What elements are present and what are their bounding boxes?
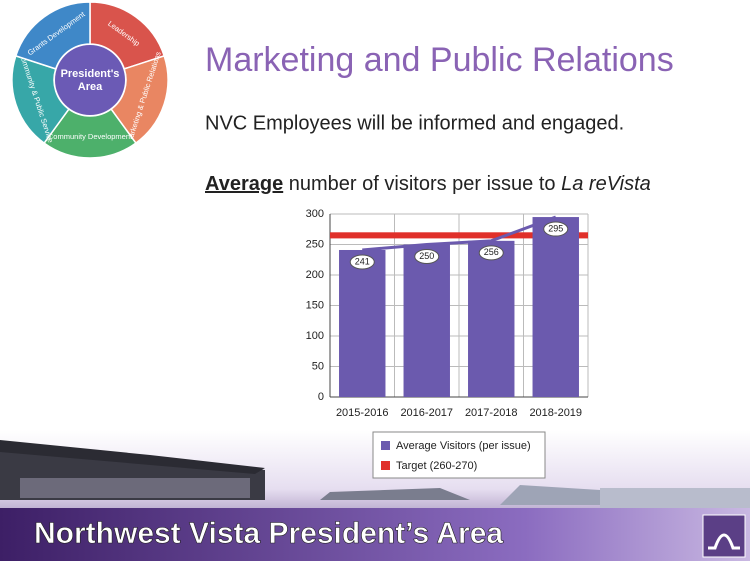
value-label: 250 bbox=[419, 251, 434, 261]
logo-mark bbox=[708, 533, 740, 550]
building-windows bbox=[20, 478, 250, 498]
x-tick-label: 2017-2018 bbox=[465, 407, 518, 419]
legend-swatch bbox=[381, 441, 390, 450]
diagram-center-label: President's bbox=[61, 68, 120, 80]
diagram-center bbox=[55, 45, 125, 115]
value-label-bubble bbox=[349, 254, 375, 270]
y-tick-label: 50 bbox=[312, 360, 324, 372]
legend-swatch bbox=[381, 461, 390, 470]
value-label: 241 bbox=[355, 256, 370, 266]
y-tick-label: 100 bbox=[306, 330, 324, 342]
caption-text: number of visitors per issue to bbox=[289, 173, 556, 195]
value-label: 256 bbox=[484, 247, 499, 257]
building bbox=[600, 488, 750, 508]
building bbox=[320, 488, 470, 500]
bar bbox=[339, 249, 386, 397]
bar bbox=[403, 244, 450, 397]
diagram-segment bbox=[14, 1, 91, 70]
y-tick-label: 250 bbox=[306, 238, 324, 250]
x-tick-label: 2015-2016 bbox=[336, 407, 389, 419]
legend-label: Average Visitors (per issue) bbox=[396, 440, 531, 452]
bar bbox=[468, 240, 515, 397]
chart: 0 50 100 150 200 250 300 2015-2016 2016-2017 2017… bbox=[306, 208, 589, 479]
slide-title: Marketing and Public Relations bbox=[205, 41, 674, 79]
chart-caption: Average number of visitors per issue to … bbox=[205, 173, 651, 195]
diagram-center-label: Area bbox=[78, 81, 103, 93]
trend-line bbox=[362, 215, 557, 252]
y-tick-label: 150 bbox=[306, 299, 324, 311]
slide-subtitle: NVC Employees will be informed and engag… bbox=[205, 112, 624, 134]
legend-label: Target (260-270) bbox=[396, 460, 477, 472]
caption-emphasis: Average bbox=[205, 173, 283, 195]
y-tick-label: 200 bbox=[306, 269, 324, 281]
bar bbox=[532, 217, 579, 397]
x-tick-label: 2018-2019 bbox=[529, 407, 582, 419]
building-roof bbox=[0, 440, 265, 474]
diagram-label: Community Development bbox=[48, 132, 133, 141]
y-tick-label: 300 bbox=[306, 208, 324, 220]
y-tick-label: 0 bbox=[318, 391, 324, 403]
value-label-bubble bbox=[414, 249, 440, 264]
target-band bbox=[330, 232, 588, 239]
value-label-bubble bbox=[543, 221, 569, 237]
x-tick-label: 2016-2017 bbox=[400, 407, 453, 419]
building bbox=[500, 485, 620, 505]
footer-band bbox=[0, 508, 750, 561]
legend-box bbox=[372, 431, 546, 479]
caption-publication: La reVista bbox=[561, 173, 651, 195]
value-label: 295 bbox=[548, 223, 563, 233]
value-label-bubble bbox=[478, 245, 504, 261]
footer-title: Northwest Vista President’s Area bbox=[34, 517, 503, 550]
